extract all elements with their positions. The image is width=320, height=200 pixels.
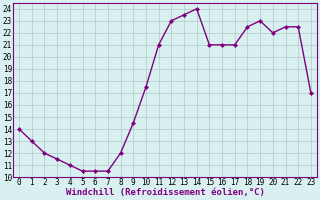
X-axis label: Windchill (Refroidissement éolien,°C): Windchill (Refroidissement éolien,°C) <box>66 188 264 197</box>
